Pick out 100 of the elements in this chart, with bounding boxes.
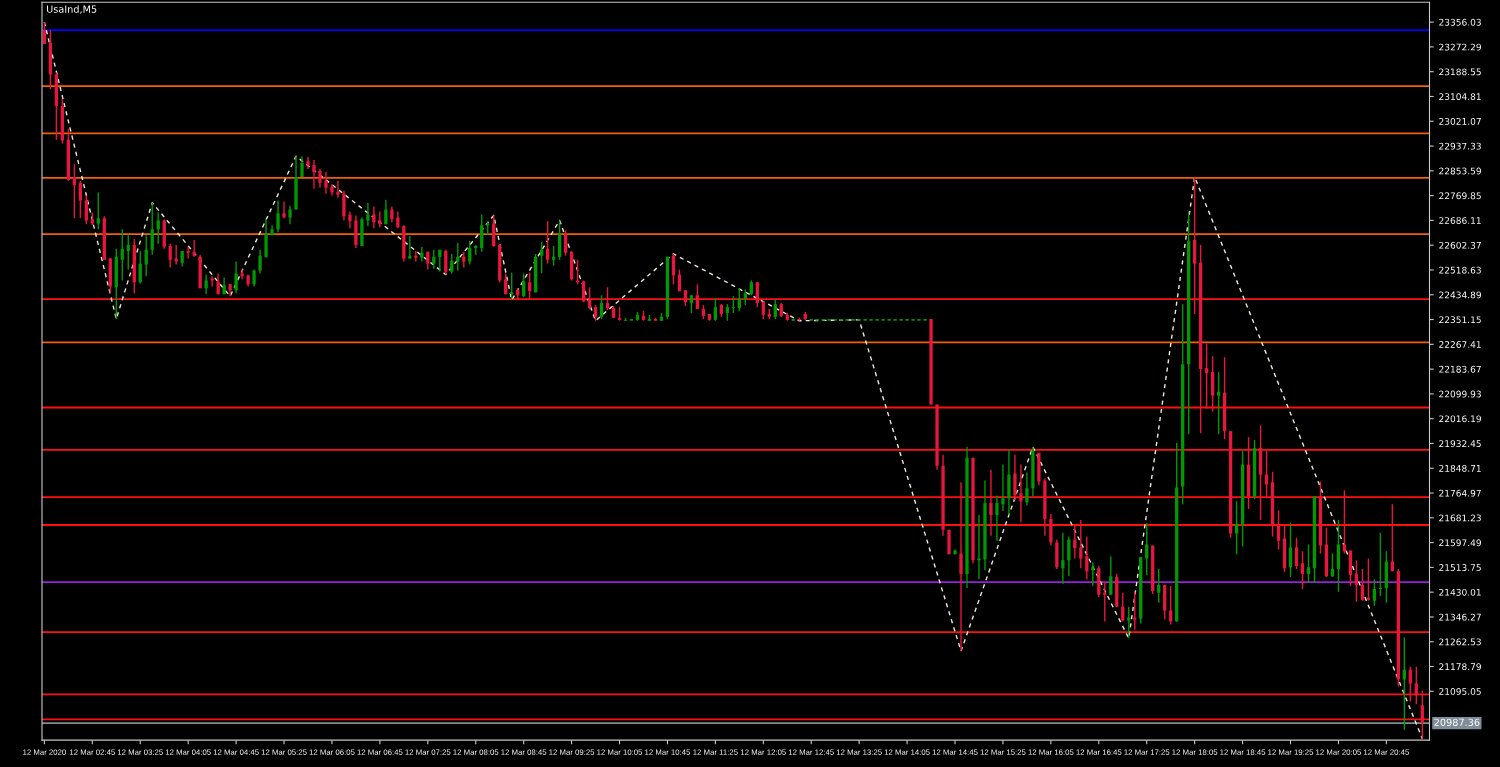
candlestick: [174, 244, 178, 266]
candlestick: [695, 283, 700, 310]
y-tick-label: 21513.75: [1439, 564, 1481, 571]
y-tick-label: 22937.33: [1439, 142, 1481, 150]
candlestick: [432, 249, 436, 270]
y-tick-label: 22351.15: [1439, 316, 1481, 324]
y-tick-label: 21430.01: [1439, 588, 1481, 596]
candlestick: [1330, 552, 1335, 578]
candlestick: [318, 168, 322, 189]
candlestick: [563, 229, 568, 257]
candlestick: [234, 260, 238, 294]
candlestick: [1420, 689, 1424, 740]
y-tick-label: 23021.07: [1439, 117, 1481, 125]
candlestick: [144, 234, 148, 278]
chart-title: UsaInd,M5: [47, 5, 97, 14]
candlestick: [755, 281, 759, 308]
candlestick: [1408, 666, 1412, 703]
y-tick-label: 22016.19: [1439, 415, 1481, 423]
candlestick: [522, 272, 526, 298]
y-tick-label: 21262.53: [1439, 638, 1481, 646]
candlestick: [384, 199, 388, 225]
candlestick: [1091, 561, 1095, 587]
candlestick: [551, 245, 556, 267]
candlestick: [492, 214, 496, 248]
candlestick: [168, 243, 172, 269]
y-tick-label: 22518.63: [1439, 266, 1481, 274]
candlestick: [959, 481, 963, 652]
candlestick: [557, 219, 562, 261]
candlestick: [1007, 449, 1011, 516]
candlestick: [372, 205, 376, 229]
candlestick: [282, 200, 286, 220]
candlestick: [1210, 355, 1215, 413]
y-tick-label: 23356.03: [1439, 18, 1481, 26]
candlestick: [264, 218, 268, 259]
y-tick-label: 22183.67: [1439, 365, 1481, 373]
candlestick: [366, 201, 370, 228]
candlestick: [1073, 525, 1077, 560]
candlestick: [989, 468, 993, 537]
candlestick: [995, 494, 999, 542]
y-tick-label: 21764.97: [1439, 489, 1481, 497]
candlestick: [528, 271, 532, 301]
candlestick: [1372, 578, 1377, 607]
y-tick-label: 23104.81: [1439, 93, 1481, 101]
candlestick: [1025, 471, 1029, 506]
candlestick: [210, 275, 214, 288]
y-tick-label: 23188.55: [1439, 68, 1481, 76]
y-tick-label: 21681.23: [1439, 514, 1481, 522]
candlestick: [1306, 543, 1311, 584]
candlestick: [72, 163, 76, 220]
candlestick: [599, 294, 604, 320]
y-tick-label: 21178.79: [1439, 663, 1481, 671]
y-tick-label: 23272.29: [1439, 43, 1481, 51]
candlestick: [156, 211, 160, 245]
y-tick-label: 21597.49: [1439, 539, 1481, 547]
candlestick: [378, 210, 382, 228]
candlestick: [276, 199, 280, 233]
candlestick: [336, 180, 340, 199]
candlestick: [1216, 371, 1221, 435]
y-tick-label: 21346.27: [1439, 613, 1481, 621]
candlestick: [1276, 509, 1281, 551]
candlestick: [1085, 535, 1089, 580]
candlestick: [258, 249, 262, 275]
candlestick: [1061, 531, 1065, 585]
candlestick: [150, 201, 154, 256]
candlestick: [480, 213, 484, 253]
candlestick: [1079, 519, 1083, 569]
candlestick: [450, 253, 454, 275]
candlestick: [1390, 503, 1394, 572]
candlestick: [1127, 605, 1131, 640]
candlestick: [1001, 463, 1005, 512]
y-tick-label: 22602.37: [1439, 241, 1481, 249]
candlestick: [1121, 592, 1125, 623]
candlestick: [78, 180, 82, 220]
candlestick: [1234, 500, 1239, 555]
candlestick: [1288, 522, 1293, 578]
candlestick: [288, 204, 292, 225]
candlestick: [342, 190, 346, 222]
candlestick: [1294, 537, 1299, 570]
y-tick-label: 21848.71: [1439, 464, 1481, 472]
y-tick-label: 22769.85: [1439, 192, 1481, 200]
candlestick: [120, 228, 124, 282]
y-tick-label: 22267.41: [1439, 341, 1481, 348]
candlestick: [509, 271, 515, 301]
candlestick: [1300, 550, 1305, 590]
candlestick: [1067, 535, 1071, 577]
candlestick: [587, 286, 592, 310]
y-tick-label: 22853.59: [1439, 167, 1481, 175]
candlestick: [1109, 555, 1113, 596]
candlestick: [1360, 568, 1365, 602]
candlestick: [312, 159, 316, 190]
y-tick-label: 21932.45: [1439, 440, 1481, 448]
y-tick-label: 21095.05: [1439, 688, 1481, 695]
candlestick: [444, 249, 448, 276]
candlestick: [545, 220, 550, 265]
candlestick: [300, 155, 304, 178]
candlestick: [126, 234, 130, 271]
candlestick: [1378, 531, 1383, 597]
candlestick: [408, 235, 412, 260]
candlestick: [773, 299, 777, 320]
candlestick: [306, 156, 310, 170]
